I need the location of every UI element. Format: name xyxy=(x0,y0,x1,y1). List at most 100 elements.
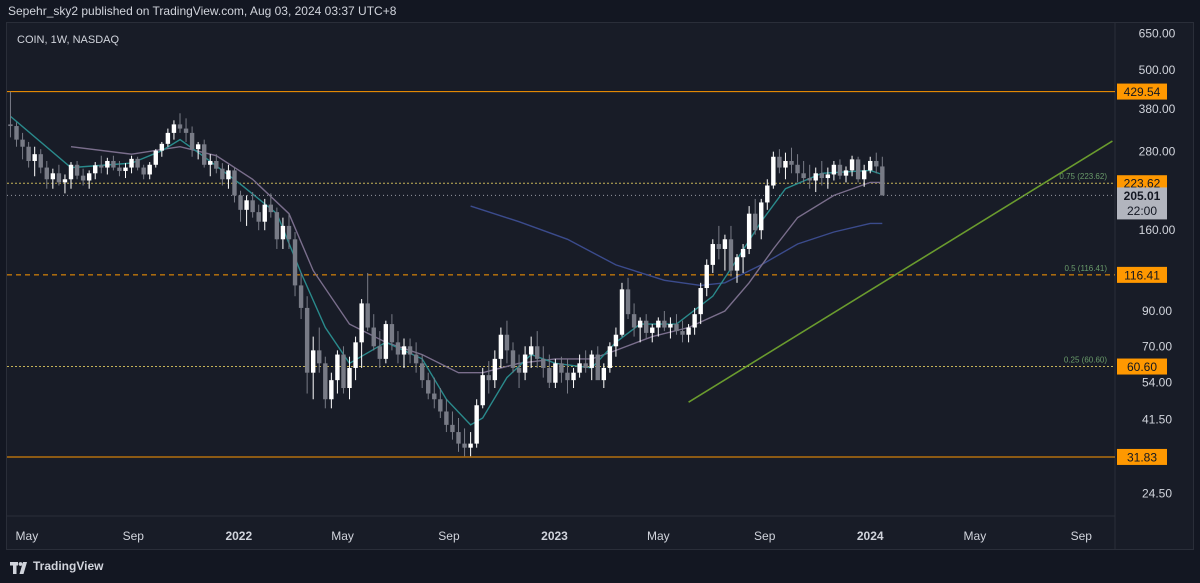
candle-body xyxy=(625,289,631,315)
x-tick-label: May xyxy=(16,529,39,543)
candle-body xyxy=(559,363,564,373)
y-tick-label: 41.50 xyxy=(1142,413,1172,427)
candle-body xyxy=(444,411,449,425)
candle-body xyxy=(789,160,794,165)
candle-body xyxy=(825,174,831,179)
candle-body xyxy=(783,160,788,168)
candle-body xyxy=(159,143,165,151)
candle-body xyxy=(535,346,540,359)
candle-body xyxy=(728,239,734,271)
price-level-tag xyxy=(1117,266,1167,283)
candle-body xyxy=(304,307,310,373)
candle-body xyxy=(129,158,134,168)
candle-body xyxy=(438,399,443,412)
x-tick-label: 2024 xyxy=(857,529,884,543)
x-tick-label: Sep xyxy=(754,529,776,543)
publish-bar: Sepehr_sky2 published on TradingView.com… xyxy=(0,0,1200,22)
candle-body xyxy=(498,334,504,359)
candle-body xyxy=(771,156,776,186)
candle-body xyxy=(819,173,824,179)
candle-body xyxy=(601,367,607,381)
candle-body xyxy=(619,289,625,335)
price-level-text: 223.62 xyxy=(1124,177,1161,191)
price-level-text: 60.60 xyxy=(1127,360,1157,374)
candle-body xyxy=(298,285,304,308)
candle-body xyxy=(214,160,219,169)
x-tick-label: Sep xyxy=(123,529,145,543)
last-price-tag xyxy=(1117,187,1167,220)
ma-fast-line xyxy=(10,115,883,426)
candle-body xyxy=(86,173,92,181)
candle-body xyxy=(244,200,249,210)
candle-body xyxy=(44,167,49,180)
candle-body xyxy=(135,158,140,168)
candle-body xyxy=(413,354,419,364)
candle-body xyxy=(80,175,86,181)
ma-slow-line xyxy=(470,205,883,287)
price-level-text: 31.83 xyxy=(1127,450,1157,464)
candle-body xyxy=(716,244,722,249)
candle-body xyxy=(541,358,546,368)
candle-body xyxy=(50,173,56,180)
candle-body xyxy=(250,200,255,213)
candle-body xyxy=(680,331,685,335)
candle-body xyxy=(522,354,528,373)
candle-body xyxy=(105,160,110,168)
candle-body xyxy=(462,443,467,448)
candle-body xyxy=(595,354,600,381)
candle-body xyxy=(813,173,818,181)
candle-body xyxy=(607,346,613,368)
candle-body xyxy=(426,380,431,394)
candle-body xyxy=(189,132,195,150)
tradingview-brand[interactable]: TradingView xyxy=(33,559,104,573)
candle-body xyxy=(141,167,146,175)
x-tick-label: 2023 xyxy=(541,529,568,543)
candle-body xyxy=(674,324,679,332)
candle-body xyxy=(843,170,849,176)
candle-body xyxy=(468,443,473,448)
candle-body xyxy=(565,372,570,381)
candlestick-chart[interactable]: COIN, 1W, NASDAQ 650.00 500.00 380.00 280.00… xyxy=(7,23,1193,549)
candle-body xyxy=(341,354,346,389)
candle-body xyxy=(746,213,752,249)
candle-body xyxy=(171,124,177,133)
candle-body xyxy=(111,160,116,168)
candle-body xyxy=(807,178,812,181)
candle-body xyxy=(692,314,697,328)
candle-body xyxy=(571,372,576,381)
candle-body xyxy=(232,170,237,196)
candle-body xyxy=(317,350,322,364)
last-price-text: 205.01 xyxy=(1124,189,1161,203)
candle-body xyxy=(359,303,364,343)
candle-body xyxy=(329,380,334,400)
y-tick-label: 24.50 xyxy=(1142,487,1172,501)
candle-body xyxy=(837,164,843,176)
candle-body xyxy=(286,225,292,240)
candle-body xyxy=(801,173,806,179)
candle-body xyxy=(26,146,31,161)
candle-body xyxy=(407,346,413,355)
candle-body xyxy=(401,346,407,355)
x-tick-label: Sep xyxy=(1071,529,1093,543)
candle-body xyxy=(740,248,746,258)
x-tick-label: May xyxy=(647,529,670,543)
candle-body xyxy=(450,424,455,433)
candle-body xyxy=(38,154,43,168)
x-tick-label: May xyxy=(964,529,987,543)
chart-frame[interactable]: COIN, 1W, NASDAQ 650.00 500.00 380.00 280.00… xyxy=(6,22,1194,550)
candle-body xyxy=(456,432,461,444)
candle-body xyxy=(220,168,225,180)
candle-body xyxy=(752,213,758,231)
candle-body xyxy=(383,324,389,359)
candle-body xyxy=(262,204,267,222)
candle-body xyxy=(510,350,516,368)
candle-body xyxy=(238,195,243,210)
candle-body xyxy=(486,375,491,381)
y-tick-label: 380.00 xyxy=(1139,102,1176,116)
price-level-text: 429.54 xyxy=(1124,85,1161,99)
candle-body xyxy=(492,358,498,381)
candle-body xyxy=(668,324,673,328)
y-tick-label: 54.00 xyxy=(1142,376,1172,390)
candle-body xyxy=(759,202,764,231)
price-level-tag xyxy=(1117,175,1167,192)
